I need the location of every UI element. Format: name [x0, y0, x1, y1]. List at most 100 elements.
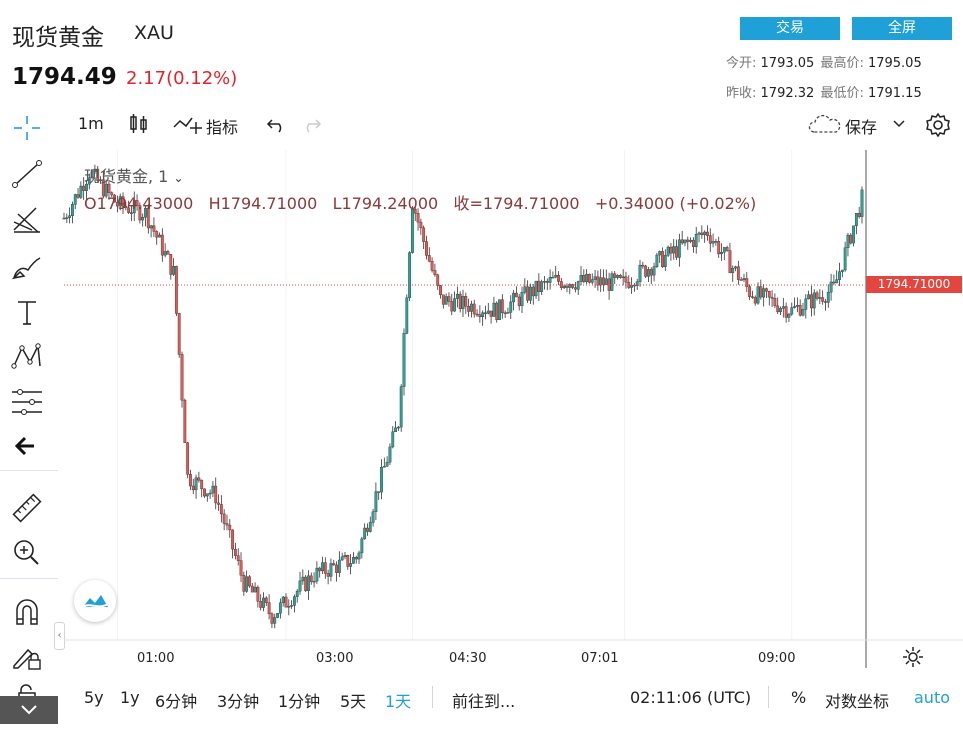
legend-chevron-icon[interactable]: ⌄	[173, 171, 184, 185]
candle-body	[854, 213, 858, 226]
pattern-tool-icon[interactable]	[10, 340, 44, 372]
candle-body	[155, 231, 159, 238]
settings-gear-icon[interactable]	[925, 112, 951, 142]
range-1d[interactable]: 1天	[385, 692, 412, 711]
candle-body	[818, 297, 822, 299]
brand-logo-icon[interactable]	[74, 580, 116, 622]
candle-body	[416, 212, 420, 223]
range-1min[interactable]: 1分钟	[278, 692, 321, 711]
candle-body	[787, 313, 791, 318]
log-scale-toggle[interactable]: 对数坐标	[825, 692, 890, 711]
redo-icon[interactable]	[300, 114, 322, 138]
candle-body	[62, 217, 66, 220]
candle-body	[551, 276, 555, 279]
axis-settings-icon[interactable]	[902, 646, 924, 672]
candle-body	[832, 281, 836, 284]
prediction-tool-icon[interactable]	[10, 386, 44, 418]
utc-clock[interactable]: 02:11:06 (UTC)	[630, 688, 752, 707]
x-tick: 01:00	[137, 651, 175, 666]
candle-body	[765, 288, 768, 292]
sidebar-divider-2	[0, 578, 58, 579]
percent-toggle[interactable]: %	[791, 688, 807, 707]
candle-body	[621, 276, 625, 279]
range-5y[interactable]: 5y	[84, 688, 104, 707]
candle-body	[343, 555, 347, 558]
candle-body	[613, 273, 617, 278]
range-3min[interactable]: 3分钟	[217, 692, 260, 711]
lock-drawings-icon[interactable]	[10, 640, 44, 672]
fullscreen-button[interactable]: 全屏	[852, 17, 952, 40]
candle-body	[189, 474, 192, 487]
auto-scale-toggle[interactable]: auto	[914, 688, 951, 707]
candle-body	[281, 596, 285, 603]
candle-body	[304, 576, 308, 591]
fib-tool-icon[interactable]	[10, 204, 44, 236]
brush-icon[interactable]	[10, 250, 44, 282]
indicators-button[interactable]: 指标	[206, 118, 239, 137]
candle-body	[599, 277, 603, 286]
candle-body	[73, 194, 77, 205]
ohlc-change: +0.34000 (+0.02%)	[594, 194, 757, 213]
interval-button[interactable]: 1m	[78, 114, 104, 133]
candle-body	[810, 294, 813, 309]
candle-body	[675, 246, 678, 258]
candle-body	[200, 479, 204, 490]
candle-body	[388, 446, 392, 463]
chevron-down-icon[interactable]	[892, 116, 906, 135]
candle-type-icon[interactable]	[128, 112, 150, 140]
candle-body	[349, 563, 353, 567]
range-6min[interactable]: 6分钟	[155, 692, 198, 711]
cloud-save-icon[interactable]	[808, 114, 842, 140]
candle-body	[767, 291, 771, 298]
indicators-icon[interactable]	[172, 112, 202, 140]
candle-body	[514, 292, 518, 298]
candle-body	[124, 205, 128, 209]
ruler-icon[interactable]	[10, 492, 44, 524]
candle-body	[481, 312, 485, 318]
save-button[interactable]: 保存	[845, 118, 878, 137]
candle-body	[700, 232, 704, 236]
undo-icon[interactable]	[266, 114, 288, 138]
candle-body	[571, 284, 574, 288]
candle-body	[658, 251, 662, 256]
candle-body	[846, 234, 850, 248]
candle-body	[231, 529, 234, 550]
candle-body	[385, 461, 389, 467]
candle-body	[366, 527, 369, 532]
trend-line-icon[interactable]	[10, 158, 44, 190]
candle-body	[506, 312, 510, 314]
candle-body	[394, 427, 397, 433]
candle-body	[607, 278, 611, 291]
range-1y[interactable]: 1y	[120, 688, 140, 707]
candle-body	[795, 305, 799, 307]
candle-body	[655, 254, 659, 267]
candle-body	[537, 280, 541, 292]
range-5d[interactable]: 5天	[340, 692, 367, 711]
series-name: 现货黄金, 1	[84, 167, 169, 186]
goto-date-button[interactable]: 前往到...	[452, 692, 516, 711]
candle-body	[248, 576, 251, 587]
ohlc-high: H1794.71000	[208, 194, 318, 213]
crosshair-icon[interactable]	[10, 112, 44, 144]
candle-body	[96, 168, 100, 181]
candle-body	[689, 239, 692, 242]
candle-body	[849, 234, 853, 244]
instrument-title: 现货黄金	[12, 25, 104, 51]
series-legend[interactable]: 现货黄金, 1 ⌄	[84, 163, 184, 187]
candle-body	[610, 273, 614, 291]
candle-body	[843, 247, 847, 271]
zoom-in-icon[interactable]	[10, 536, 44, 568]
text-tool-icon[interactable]	[10, 296, 44, 328]
candle-body	[183, 399, 187, 443]
x-tick: 07:01	[581, 651, 619, 666]
back-arrow-icon[interactable]	[10, 430, 44, 462]
sidebar-toggle-handle[interactable]: ‹	[54, 622, 65, 650]
collapse-sidebar-button[interactable]	[0, 696, 58, 724]
candle-body	[545, 281, 549, 283]
trade-button[interactable]: 交易	[740, 17, 840, 40]
candle-body	[644, 265, 648, 277]
candle-body	[517, 296, 521, 306]
magnet-icon[interactable]	[10, 596, 44, 628]
candle-body	[203, 488, 206, 497]
